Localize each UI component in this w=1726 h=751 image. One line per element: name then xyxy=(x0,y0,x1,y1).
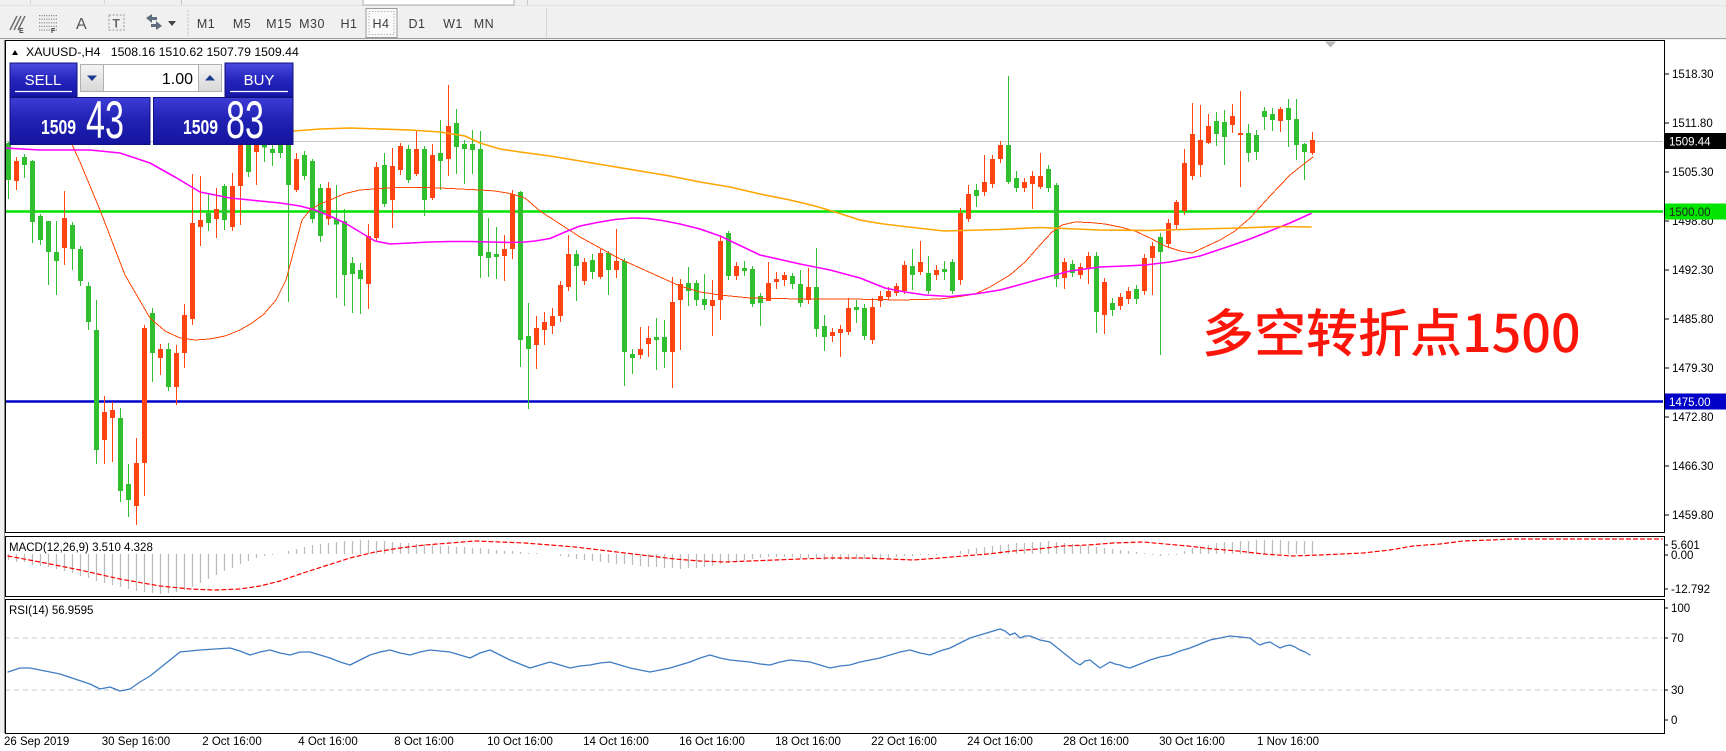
svg-text:16 Oct 16:00: 16 Oct 16:00 xyxy=(679,736,745,748)
svg-text:1509: 1509 xyxy=(183,117,218,139)
svg-text:1500.00: 1500.00 xyxy=(1669,207,1711,219)
svg-text:M15: M15 xyxy=(266,17,292,31)
svg-text:A: A xyxy=(76,16,87,33)
svg-text:30 Sep 16:00: 30 Sep 16:00 xyxy=(102,736,170,748)
svg-text:43: 43 xyxy=(86,91,124,150)
svg-text:E: E xyxy=(19,28,24,35)
svg-text:MACD(12,26,9) 3.510 4.328: MACD(12,26,9) 3.510 4.328 xyxy=(9,542,153,554)
svg-text:1 Nov 16:00: 1 Nov 16:00 xyxy=(1257,736,1319,748)
svg-text:1505.30: 1505.30 xyxy=(1672,167,1714,179)
svg-text:M1: M1 xyxy=(197,17,215,31)
svg-text:BUY: BUY xyxy=(244,72,275,89)
svg-text:H1: H1 xyxy=(341,17,358,31)
svg-text:M30: M30 xyxy=(299,17,325,31)
svg-text:18 Oct 16:00: 18 Oct 16:00 xyxy=(775,736,841,748)
svg-text:1492.30: 1492.30 xyxy=(1672,265,1714,277)
svg-text:RSI(14) 56.9595: RSI(14) 56.9595 xyxy=(9,605,93,617)
svg-text:28 Oct 16:00: 28 Oct 16:00 xyxy=(1063,736,1129,748)
svg-text:T: T xyxy=(113,17,121,31)
svg-text:100: 100 xyxy=(1671,603,1690,615)
svg-text:H4: H4 xyxy=(373,17,390,31)
svg-text:1472.80: 1472.80 xyxy=(1672,412,1714,424)
svg-text:30: 30 xyxy=(1671,685,1684,697)
svg-text:1466.30: 1466.30 xyxy=(1672,461,1714,473)
svg-text:1475.00: 1475.00 xyxy=(1669,397,1711,409)
svg-text:0: 0 xyxy=(1671,715,1677,727)
svg-text:1485.80: 1485.80 xyxy=(1672,314,1714,326)
svg-text:22 Oct 16:00: 22 Oct 16:00 xyxy=(871,736,937,748)
svg-text:10 Oct 16:00: 10 Oct 16:00 xyxy=(487,736,553,748)
svg-text:0.00: 0.00 xyxy=(1671,550,1693,562)
svg-text:D1: D1 xyxy=(409,17,426,31)
svg-text:1459.80: 1459.80 xyxy=(1672,510,1714,522)
svg-text:70: 70 xyxy=(1671,633,1684,645)
svg-text:1509.44: 1509.44 xyxy=(1669,137,1711,149)
svg-text:1.00: 1.00 xyxy=(162,71,193,88)
svg-text:24 Oct 16:00: 24 Oct 16:00 xyxy=(967,736,1033,748)
svg-text:1509: 1509 xyxy=(41,117,76,139)
svg-text:4 Oct 16:00: 4 Oct 16:00 xyxy=(298,736,357,748)
svg-text:5.601: 5.601 xyxy=(1671,540,1700,552)
svg-text:2 Oct 16:00: 2 Oct 16:00 xyxy=(202,736,261,748)
svg-text:XAUUSD-,H4 1508.16 1510.62 1: XAUUSD-,H4 1508.16 1510.62 1507.79 1509.… xyxy=(26,45,299,59)
svg-text:1511.80: 1511.80 xyxy=(1672,118,1713,130)
svg-text:-12.792: -12.792 xyxy=(1671,584,1710,596)
svg-text:26 Sep 2019: 26 Sep 2019 xyxy=(4,736,69,748)
svg-text:1479.30: 1479.30 xyxy=(1672,363,1714,375)
svg-text:83: 83 xyxy=(226,91,264,150)
svg-text:W1: W1 xyxy=(443,17,463,31)
svg-text:14 Oct 16:00: 14 Oct 16:00 xyxy=(583,736,649,748)
svg-text:F: F xyxy=(51,28,56,35)
svg-text:30 Oct 16:00: 30 Oct 16:00 xyxy=(1159,736,1225,748)
svg-text:M5: M5 xyxy=(233,17,251,31)
svg-text:SELL: SELL xyxy=(25,72,62,89)
svg-text:1518.30: 1518.30 xyxy=(1672,69,1714,81)
svg-text:8 Oct 16:00: 8 Oct 16:00 xyxy=(394,736,453,748)
svg-text:MN: MN xyxy=(474,17,494,31)
